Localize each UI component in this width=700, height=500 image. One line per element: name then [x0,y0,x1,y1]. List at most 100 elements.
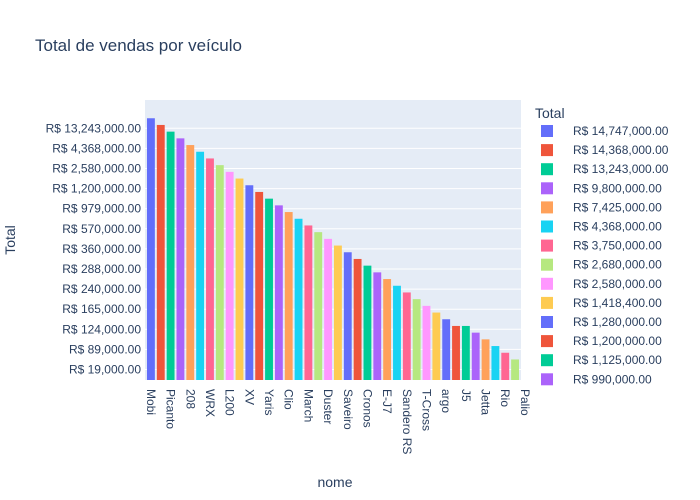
x-tick-label: Duster [321,389,335,424]
x-tick-label: Clio [282,389,296,410]
bar[interactable] [284,212,293,380]
bars[interactable] [146,118,520,380]
legend-item-label[interactable]: R$ 13,243,000.00 [573,162,669,176]
legend-swatch[interactable] [541,144,553,157]
bar[interactable] [442,319,451,380]
bar[interactable] [481,339,490,380]
bar[interactable] [471,332,480,380]
legend-swatch[interactable] [541,163,553,176]
bar[interactable] [402,292,411,380]
bar[interactable] [206,158,214,380]
bar[interactable] [501,352,510,380]
y-tick-label: R$ 89,000.00 [69,342,141,356]
legend-swatch[interactable] [541,277,553,290]
y-tick-label: R$ 2,580,000.00 [52,162,141,176]
bar[interactable] [225,171,234,380]
legend-swatch[interactable] [541,296,553,309]
bar[interactable] [491,346,500,380]
y-tick-label: R$ 124,000.00 [62,322,141,336]
y-tick-label: R$ 4,368,000.00 [52,141,141,155]
bar[interactable] [294,218,303,380]
bar[interactable] [186,145,195,380]
y-tick-label: R$ 360,000.00 [62,242,141,256]
bar[interactable] [412,299,421,380]
legend-item-label[interactable]: R$ 1,125,000.00 [573,353,662,367]
bar[interactable] [255,191,264,380]
bar[interactable] [196,151,205,380]
legend-item-label[interactable]: R$ 9,800,000.00 [573,181,662,195]
bar[interactable] [461,325,470,380]
x-tick-label: Picanto [164,389,178,429]
x-tick-label: Mobi [144,389,158,415]
x-tick-label: Palio [518,389,532,416]
x-tick-label: Rio [498,389,512,407]
legend-swatch[interactable] [541,354,553,367]
x-tick-label: Sandero RS [400,389,414,454]
bar[interactable] [511,359,520,380]
legend-item-label[interactable]: R$ 14,747,000.00 [573,124,669,138]
legend[interactable]: Total R$ 14,747,000.00 R$ 14,368,000.00 R$… [535,105,669,386]
legend-item-label[interactable]: R$ 990,000.00 [573,372,652,386]
bar[interactable] [324,238,333,380]
y-tick-label: R$ 240,000.00 [62,282,141,296]
bar[interactable] [304,225,313,380]
bar[interactable] [245,185,254,380]
bar[interactable] [343,252,352,380]
legend-swatch[interactable] [541,220,553,233]
bar[interactable] [373,272,382,380]
legend-swatch[interactable] [541,258,553,271]
x-tick-label: Cronos [360,389,374,428]
bar[interactable] [156,124,165,380]
x-tick-label: 208 [183,389,197,409]
legend-swatch[interactable] [541,182,553,195]
legend-item-label[interactable]: R$ 4,368,000.00 [573,220,662,234]
legend-item-label[interactable]: R$ 1,200,000.00 [573,334,662,348]
legend-item-label[interactable]: R$ 1,280,000.00 [573,315,662,329]
bar[interactable] [235,178,244,380]
bar[interactable] [432,312,441,380]
legend-swatch[interactable] [541,335,553,348]
legend-item-label[interactable]: R$ 1,418,400.00 [573,296,662,310]
y-tick-labels: R$ 19,000.00 R$ 89,000.00 R$ 124,000.00 R$ … [46,121,142,376]
bar[interactable] [333,245,342,380]
legend-item-label[interactable]: R$ 2,580,000.00 [573,277,662,291]
bar[interactable] [146,118,155,380]
bar[interactable] [176,138,185,380]
legend-swatch[interactable] [541,373,553,386]
bar[interactable] [265,198,273,380]
legend-title: Total [535,105,565,121]
bar[interactable] [215,165,224,380]
y-tick-label: R$ 288,000.00 [62,262,141,276]
x-axis-title: nome [317,474,352,490]
y-tick-label: R$ 19,000.00 [69,363,141,377]
legend-item-label[interactable]: R$ 7,425,000.00 [573,200,662,214]
x-tick-label: T-Cross [420,389,434,431]
x-tick-label: Jetta [479,389,493,415]
x-tick-label: E-J7 [380,389,394,414]
x-tick-label: March [301,389,315,422]
bar[interactable] [314,232,323,380]
bar[interactable] [383,279,392,380]
bar[interactable] [274,205,283,380]
x-tick-label: argo [439,389,453,413]
bar[interactable] [353,258,362,380]
y-tick-label: R$ 165,000.00 [62,302,141,316]
y-tick-label: R$ 1,200,000.00 [52,182,141,196]
bar[interactable] [166,131,175,380]
legend-item-label[interactable]: R$ 3,750,000.00 [573,239,662,253]
y-axis-title: Total [2,225,18,255]
chart-title: Total de vendas por veículo [35,36,242,55]
bar[interactable] [363,265,372,380]
x-tick-label: Yaris [262,389,276,415]
legend-swatch[interactable] [541,201,553,214]
bar[interactable] [422,305,431,380]
x-tick-label: L200 [223,389,237,416]
legend-swatch[interactable] [541,239,553,252]
legend-item-label[interactable]: R$ 2,680,000.00 [573,258,662,272]
legend-swatch[interactable] [541,125,553,137]
legend-swatch[interactable] [541,316,553,328]
legend-item-label[interactable]: R$ 14,368,000.00 [573,143,669,157]
bar[interactable] [452,325,460,380]
bar[interactable] [393,285,401,380]
